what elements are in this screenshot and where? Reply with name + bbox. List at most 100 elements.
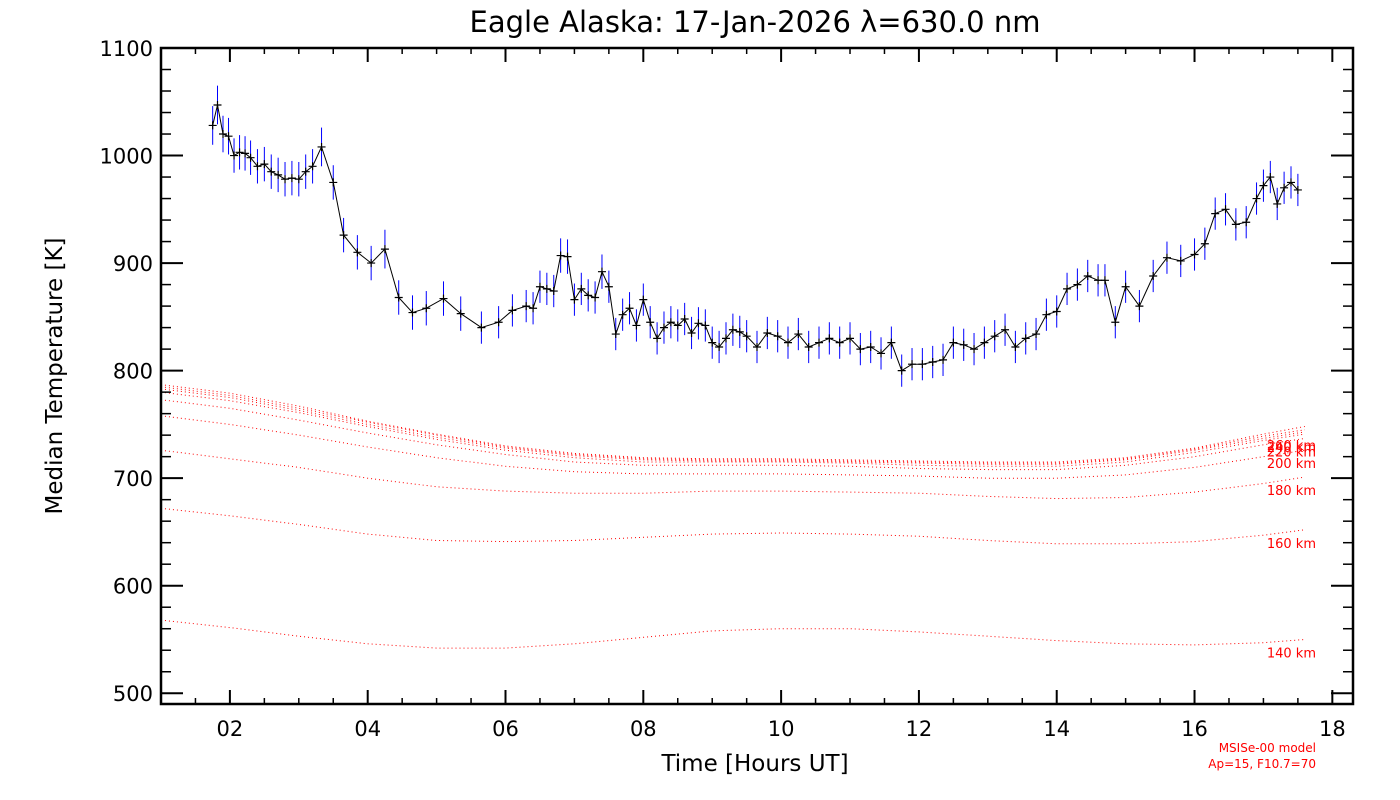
data-point [224,132,233,141]
data-point [939,355,948,364]
data-point [897,366,906,375]
data-point [422,304,431,313]
data-point [1073,280,1082,289]
model-label-200-km: 200 km [1267,457,1316,472]
data-point [353,248,362,257]
data-point [294,175,303,184]
data-point [728,325,737,334]
data-point [1293,185,1302,194]
data-point [1252,194,1261,203]
data-point [241,149,250,158]
data-point [577,284,586,293]
x-axis: 02 04 06 08 10 12 14 16 18 [160,48,1346,741]
data-point [1011,342,1020,351]
measured-temperature-line [212,104,1299,372]
data-point [1242,218,1251,227]
x-tick-label: 08 [630,717,657,741]
error-bars [212,85,1299,387]
data-point [213,100,222,109]
model-label-140-km: 140 km [1267,647,1316,662]
x-tick-label: 02 [217,717,244,741]
y-tick-label: 700 [113,467,153,491]
model-label-240-km: 240 km [1267,441,1316,456]
x-tick-label: 14 [1043,717,1070,741]
data-point [646,318,655,327]
data-point [591,293,600,302]
model-line-260-km [160,388,1305,465]
model-label-220-km: 220 km [1267,445,1316,460]
data-point [970,345,979,354]
data-point [1111,318,1120,327]
x-tick-label: 16 [1181,717,1208,741]
model-line-220-km [160,399,1305,471]
data-point [563,252,572,261]
data-point [794,330,803,339]
x-tick-label: 06 [492,717,519,741]
data-point [1083,271,1092,280]
y-tick-label: 1100 [100,37,153,61]
data-point [208,121,217,130]
data-point [230,151,239,160]
data-point [715,342,724,351]
data-point [618,310,627,319]
data-point [1273,199,1282,208]
data-point [317,142,326,151]
x-tick-label: 12 [906,717,933,741]
data-point [246,153,255,162]
data-point [394,293,403,302]
data-point [846,334,855,343]
data-point [380,245,389,254]
data-point [673,321,682,330]
data-point [235,148,244,157]
data-point [1063,284,1072,293]
data-point [721,334,730,343]
data-point [477,323,486,332]
data-point [287,174,296,183]
data-point [1266,173,1275,182]
y-tick-label: 1000 [100,145,153,169]
data-point [439,294,448,303]
data-point [735,327,744,336]
data-point [604,282,613,291]
data-point [456,309,465,318]
data-point [329,178,338,187]
y-tick-label: 600 [113,575,153,599]
model-note: MSISe-00 model [1219,741,1316,755]
data-point [687,328,696,337]
data-point [529,304,538,313]
data-point [825,334,834,343]
data-point [408,308,417,317]
y-axis: 500 600 700 800 900 1000 1100 [100,37,1353,706]
data-point [522,302,531,311]
x-tick-label: 10 [768,717,795,741]
data-point [1001,325,1010,334]
data-point [1021,334,1030,343]
data-point [1286,178,1295,187]
data-point [1176,256,1185,265]
data-markers [208,100,1302,375]
data-point [301,167,310,176]
data-point [508,306,517,315]
data-point [1211,209,1220,218]
data-point [632,321,641,330]
data-point [1052,307,1061,316]
data-point [763,328,772,337]
x-tick-label: 18 [1319,717,1346,741]
data-point [666,318,675,327]
x-tick-label: 04 [354,717,381,741]
data-point [1149,271,1158,280]
data-point [877,349,886,358]
data-point [708,338,717,347]
y-tick-label: 800 [113,360,153,384]
model-label-160-km: 160 km [1267,537,1316,552]
data-point [990,332,999,341]
data-point [949,338,958,347]
data-point [1200,239,1209,248]
data-point [1094,276,1103,285]
data-point [980,338,989,347]
data-point [815,338,824,347]
data-point [908,360,917,369]
chart-title: Eagle Alaska: 17-Jan-2026 λ=630.0 nm [470,5,1041,39]
